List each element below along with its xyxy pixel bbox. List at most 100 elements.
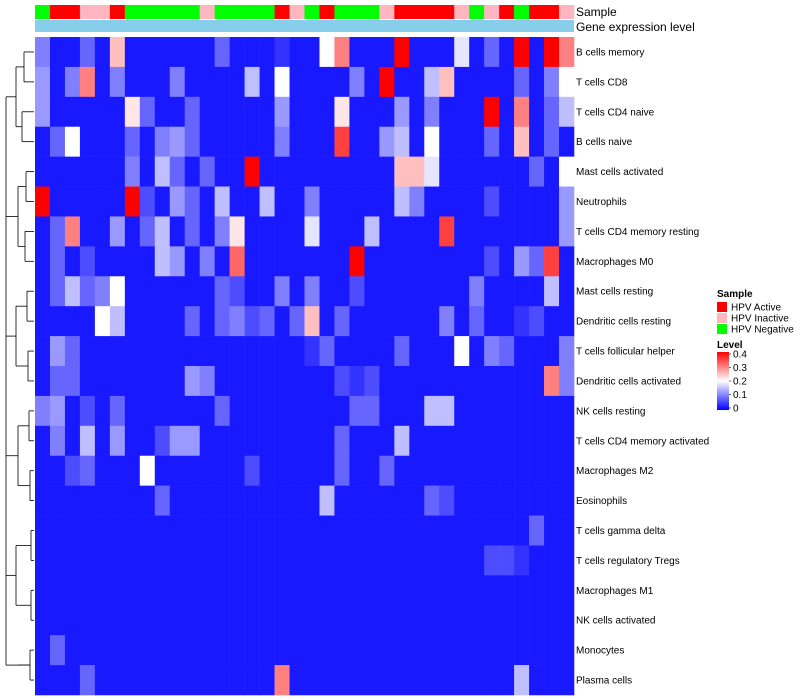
- heatmap-cell: [379, 126, 395, 157]
- heatmap-cell: [274, 395, 290, 427]
- heatmap-cell: [364, 156, 380, 187]
- heatmap-cell: [154, 276, 171, 307]
- heatmap-cell: [79, 635, 96, 666]
- row-label: Macrophages M1: [576, 586, 654, 597]
- heatmap-cell: [499, 216, 515, 247]
- row-label: NK cells activated: [576, 616, 655, 627]
- heatmap-cell: [64, 96, 81, 128]
- heatmap-cell: [484, 575, 500, 606]
- heatmap-cell: [559, 96, 575, 128]
- heatmap-cell: [499, 605, 515, 636]
- heatmap-cell: [49, 336, 66, 367]
- heatmap-cell: [319, 37, 335, 68]
- heatmap-cell: [514, 665, 530, 696]
- heatmap-cell: [559, 306, 575, 337]
- heatmap-cell: [64, 37, 81, 68]
- heatmap-cell: [529, 515, 545, 546]
- heatmap-cell: [409, 246, 425, 277]
- heatmap-cell: [139, 455, 156, 486]
- heatmap-cell: [109, 635, 126, 666]
- heatmap-cell: [35, 96, 51, 128]
- heatmap-cell: [229, 216, 245, 247]
- heatmap-cell: [379, 575, 395, 606]
- heatmap-cell: [289, 37, 305, 68]
- heatmap-cell: [334, 156, 350, 187]
- heatmap-cell: [394, 126, 410, 157]
- heatmap-cell: [274, 156, 290, 187]
- heatmap-cell: [424, 186, 440, 217]
- heatmap-cell: [79, 575, 96, 606]
- heatmap-cell: [364, 665, 380, 696]
- heatmap-cell: [424, 665, 440, 696]
- heatmap-cell: [79, 126, 96, 157]
- heatmap-cell: [409, 665, 425, 696]
- heatmap-cell: [154, 665, 171, 696]
- heatmap-cell: [439, 336, 455, 367]
- heatmap-cell: [514, 485, 530, 516]
- heatmap-cell: [289, 665, 305, 696]
- heatmap-cell: [319, 276, 335, 307]
- heatmap-cell: [274, 126, 290, 157]
- heatmap-cell: [259, 246, 275, 277]
- heatmap-cell: [334, 485, 350, 516]
- heatmap-cell: [514, 246, 530, 277]
- heatmap-cell: [274, 425, 290, 457]
- heatmap-cell: [319, 575, 335, 606]
- heatmap-cell: [304, 515, 320, 546]
- heatmap-cell: [154, 37, 171, 68]
- heatmap-cell: [499, 336, 515, 367]
- heatmap-cell: [349, 545, 365, 576]
- heatmap-cell: [409, 485, 425, 516]
- heatmap-cell: [154, 515, 171, 546]
- sample-annotation-cell: [259, 5, 275, 19]
- sample-annotation-track: [35, 5, 575, 19]
- heatmap-cell: [109, 126, 126, 157]
- heatmap-cell: [439, 276, 455, 307]
- heatmap-cell: [424, 575, 440, 606]
- row-label: Monocytes: [576, 646, 624, 657]
- heatmap-cell: [229, 366, 245, 397]
- heatmap-cell: [334, 575, 350, 606]
- heatmap-cell: [64, 605, 81, 636]
- heatmap-cell: [94, 425, 111, 457]
- sample-annotation-cell: [199, 5, 215, 19]
- sample-annotation-cell: [94, 5, 111, 19]
- heatmap-cell: [484, 126, 500, 157]
- heatmap-cell: [304, 186, 320, 217]
- heatmap-cell: [109, 306, 126, 337]
- heatmap-cell: [469, 485, 485, 516]
- heatmap-cell: [199, 306, 215, 337]
- heatmap-cell: [109, 575, 126, 606]
- heatmap-cell: [64, 575, 81, 606]
- heatmap-cell: [94, 246, 111, 277]
- heatmap-cell: [529, 485, 545, 516]
- heatmap-cell: [139, 665, 156, 696]
- heatmap-cell: [304, 545, 320, 576]
- heatmap-cell: [289, 126, 305, 157]
- heatmap-cell: [379, 66, 395, 98]
- heatmap-cell: [379, 37, 395, 68]
- heatmap-cell: [379, 156, 395, 187]
- heatmap-cell: [544, 216, 560, 247]
- heatmap-cell: [169, 635, 186, 666]
- heatmap-cell: [304, 395, 320, 427]
- heatmap-cell: [94, 455, 111, 486]
- heatmap-cell: [79, 96, 96, 128]
- sample-annotation-cell: [349, 5, 365, 19]
- heatmap-cell: [199, 186, 215, 217]
- heatmap-cell: [289, 216, 305, 247]
- sample-annotation-cell: [229, 5, 245, 19]
- heatmap-cell: [559, 186, 575, 217]
- heatmap-cell: [274, 336, 290, 367]
- heatmap-cell: [244, 395, 260, 427]
- heatmap-cell: [109, 37, 126, 68]
- heatmap-cell: [169, 575, 186, 606]
- heatmap-cell: [499, 276, 515, 307]
- heatmap-cell: [469, 306, 485, 337]
- heatmap-cell: [214, 156, 230, 187]
- sample-annotation-cell: [364, 5, 380, 19]
- heatmap-cell: [169, 515, 186, 546]
- heatmap-cell: [169, 186, 186, 217]
- heatmap-cell: [409, 126, 425, 157]
- heatmap-cell: [64, 246, 81, 277]
